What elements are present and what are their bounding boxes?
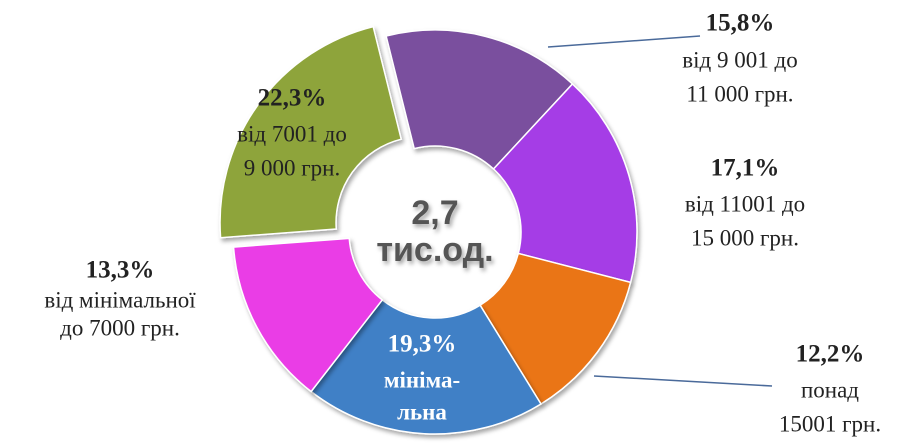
category-label: 11 000 грн. bbox=[686, 81, 793, 106]
value-label: 13,3% bbox=[86, 257, 155, 284]
category-label: льна bbox=[397, 399, 447, 424]
category-label: понад bbox=[801, 377, 859, 402]
category-label: від 7001 до bbox=[237, 121, 347, 146]
category-label: 15001 грн. bbox=[779, 411, 881, 436]
value-label: 19,3% bbox=[388, 331, 457, 358]
slice bbox=[232, 237, 384, 393]
category-label: до 7000 грн. bbox=[60, 315, 180, 340]
slice bbox=[479, 252, 632, 406]
category-label: мініма- bbox=[384, 367, 460, 392]
slices bbox=[219, 25, 638, 435]
center-label: 2,7 bbox=[411, 194, 458, 232]
slice bbox=[310, 298, 542, 435]
leader-line bbox=[593, 375, 773, 387]
slice bbox=[219, 25, 403, 239]
category-label: 9 000 грн. bbox=[244, 155, 341, 180]
category-label: від мінімальної bbox=[44, 287, 196, 312]
leader-line bbox=[547, 35, 701, 48]
value-label: 22,3% bbox=[258, 85, 327, 112]
category-label: від 9 001 до bbox=[682, 47, 797, 72]
value-label: 15,8% bbox=[706, 10, 775, 37]
value-label: 17,1% bbox=[711, 155, 780, 182]
category-label: від 11001 до bbox=[685, 191, 805, 216]
value-label: 12,2% bbox=[796, 341, 865, 368]
category-label: 15 000 грн. bbox=[691, 225, 799, 250]
center-label: тис.од. bbox=[376, 231, 493, 269]
slice bbox=[385, 29, 574, 171]
slice bbox=[492, 82, 638, 284]
